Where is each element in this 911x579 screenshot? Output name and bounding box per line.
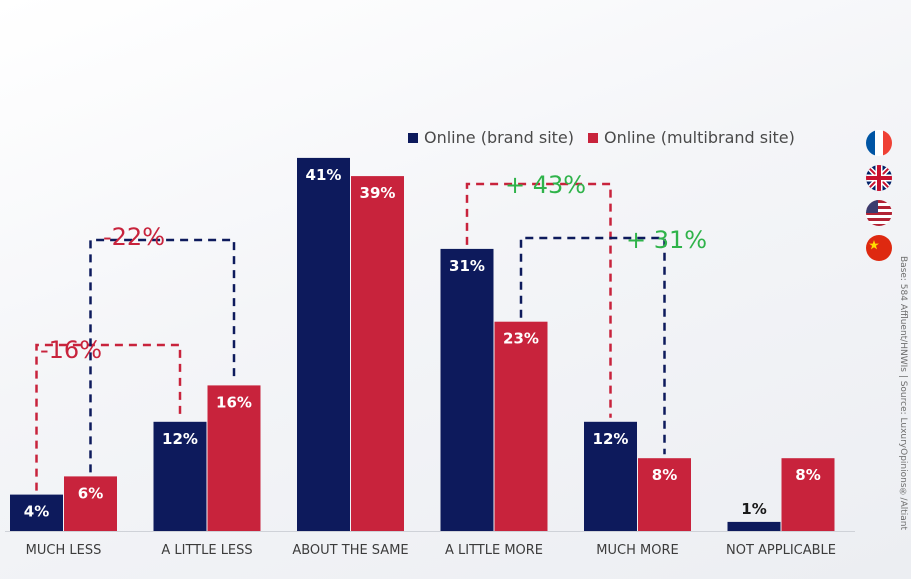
- bar-multibrand-0: [64, 476, 117, 531]
- uk-flag-icon: [866, 165, 892, 191]
- legend-item-multibrand: Online (multibrand site): [588, 128, 795, 147]
- country-flags: [866, 130, 892, 261]
- annotation-label-0: -16%: [40, 336, 102, 364]
- legend: Online (brand site) Online (multibrand s…: [408, 128, 795, 147]
- bar-brand-0: [10, 494, 63, 531]
- bar-multibrand-2: [351, 176, 404, 531]
- category-label-1: A LITTLE LESS: [161, 543, 252, 558]
- data-label-multibrand-4: 8%: [652, 466, 677, 484]
- category-label-2: ABOUT THE SAME: [292, 543, 408, 558]
- legend-label-brand: Online (brand site): [424, 128, 574, 147]
- france-flag-icon: [866, 130, 892, 156]
- annotation-label-3: + 31%: [626, 226, 707, 254]
- data-label-multibrand-0: 6%: [78, 484, 103, 502]
- bar-brand-1: [153, 421, 207, 531]
- bar-brand-4: [584, 421, 637, 531]
- annotation-label-1: -22%: [103, 223, 165, 251]
- legend-swatch-brand: [408, 132, 418, 143]
- data-label-brand-2: 41%: [306, 166, 342, 184]
- bar-brand-2: [297, 157, 350, 531]
- data-label-brand-3: 31%: [449, 257, 485, 275]
- data-label-brand-5: 1%: [741, 500, 766, 518]
- legend-label-multibrand: Online (multibrand site): [604, 128, 795, 147]
- category-label-3: A LITTLE MORE: [445, 543, 543, 558]
- data-label-multibrand-2: 39%: [360, 184, 396, 202]
- bar-brand-3: [440, 248, 494, 531]
- bar-multibrand-4: [638, 458, 691, 531]
- data-label-multibrand-3: 23%: [503, 330, 539, 348]
- data-label-multibrand-1: 16%: [216, 393, 252, 411]
- legend-item-brand: Online (brand site): [408, 128, 574, 147]
- data-label-brand-1: 12%: [162, 430, 198, 448]
- annotation-bracket-2: [465, 182, 612, 418]
- china-flag-icon: [866, 235, 892, 261]
- data-label-brand-0: 4%: [24, 503, 49, 521]
- category-label-4: MUCH MORE: [596, 543, 678, 558]
- legend-swatch-multibrand: [588, 132, 598, 143]
- bar-multibrand-5: [781, 458, 835, 531]
- annotation-label-2: + 43%: [505, 171, 586, 199]
- source-note: Base: 584 Affluent/HNWIs | Source: Luxur…: [898, 256, 908, 530]
- data-label-multibrand-5: 8%: [795, 466, 820, 484]
- annotation-bracket-0: [35, 343, 182, 491]
- usa-flag-icon: [866, 200, 892, 226]
- bar-multibrand-1: [207, 385, 261, 531]
- annotation-bracket-1: [89, 238, 236, 473]
- category-label-5: NOT APPLICABLE: [726, 543, 836, 558]
- data-label-brand-4: 12%: [593, 430, 629, 448]
- category-label-0: MUCH LESS: [26, 543, 102, 558]
- bar-brand-5: [727, 521, 781, 531]
- bar-multibrand-3: [494, 321, 548, 531]
